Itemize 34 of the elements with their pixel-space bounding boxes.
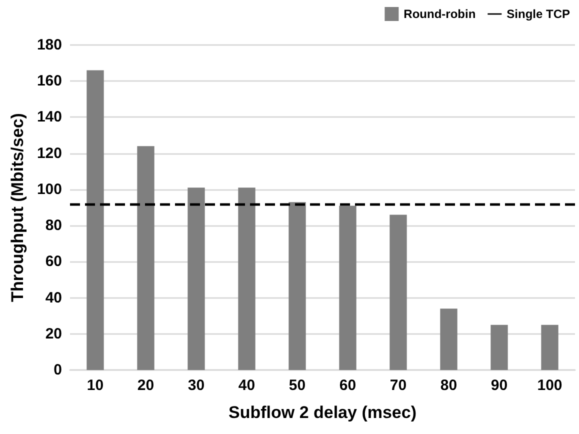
x-tick-label: 80 [440, 377, 458, 394]
x-tick-label: 100 [537, 377, 562, 394]
bar [490, 324, 508, 370]
x-tick-label: 90 [490, 377, 508, 394]
y-tick-label: 100 [36, 180, 62, 198]
x-tick-label: 20 [137, 377, 154, 394]
x-tick-label: 40 [238, 377, 256, 394]
bar [188, 188, 205, 370]
bar [390, 214, 407, 370]
y-tick-label: 160 [36, 72, 62, 90]
x-tick-label: 30 [188, 377, 205, 394]
x-tick-label: 70 [390, 377, 407, 394]
y-tick-label: 180 [36, 36, 62, 54]
x-tick-label: 60 [339, 377, 356, 394]
y-tick-label: 80 [45, 217, 62, 234]
bar [440, 308, 458, 370]
x-axis-title: Subflow 2 delay (msec) [228, 403, 416, 422]
legend-label: Round-robin [404, 7, 476, 21]
y-tick-label: 120 [36, 144, 62, 162]
bar [238, 188, 256, 370]
y-tick-label: 20 [45, 325, 62, 342]
bar [541, 324, 558, 370]
y-tick-label: 0 [54, 362, 62, 378]
y-tick-label: 60 [45, 253, 62, 270]
y-tick-label: 140 [36, 108, 62, 126]
bar [86, 70, 104, 370]
y-axis-title: Throughput (Mbits/sec) [8, 113, 27, 302]
bar [137, 146, 154, 370]
x-tick-label: 50 [288, 377, 306, 394]
y-tick-label: 40 [45, 289, 62, 306]
bar [339, 206, 356, 370]
bar [288, 202, 306, 370]
legend-label: Single TCP [506, 7, 570, 21]
x-tick-label: 10 [86, 377, 104, 394]
